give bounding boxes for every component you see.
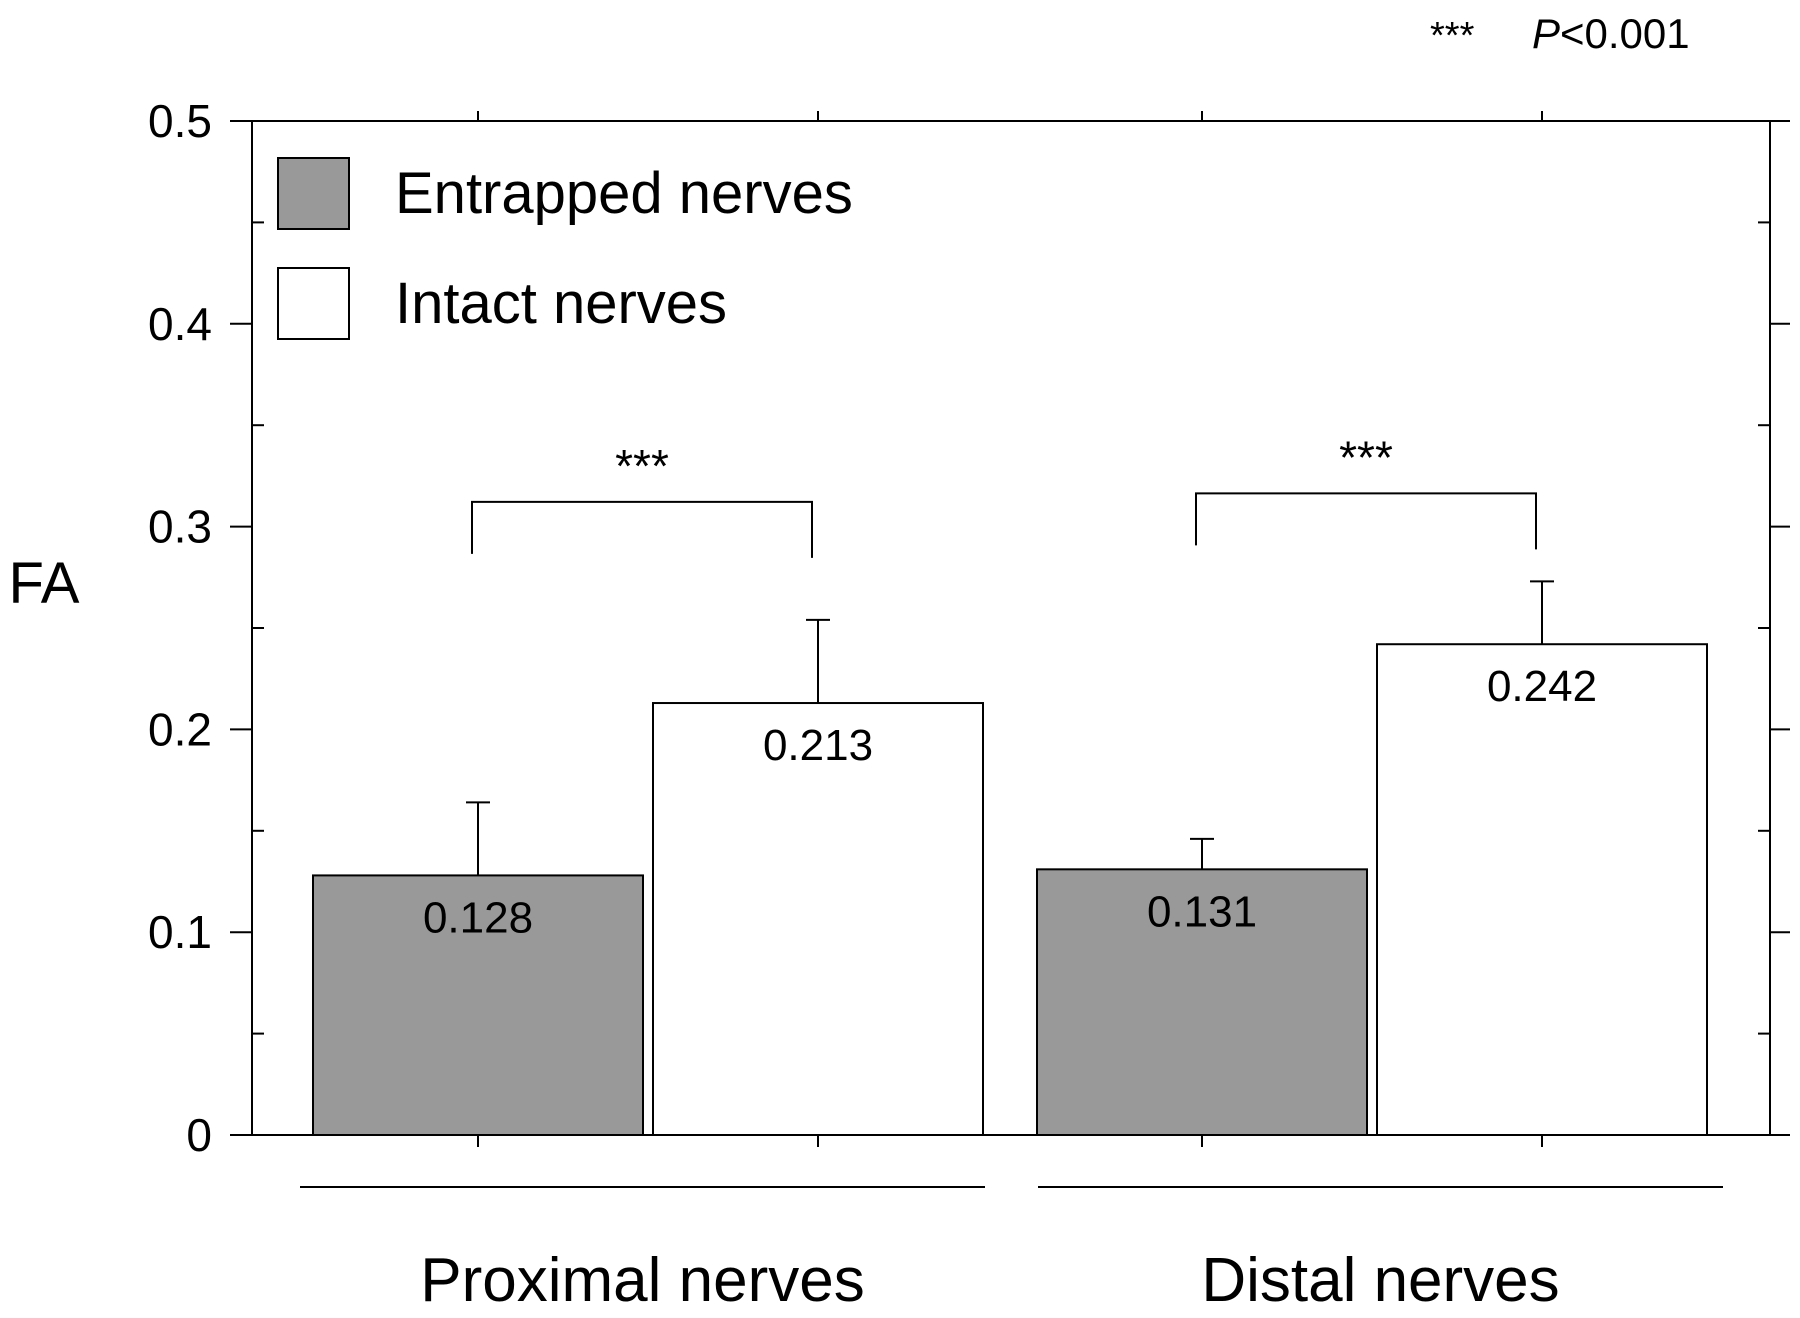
x-category-label: Distal nerves — [1201, 1246, 1559, 1313]
bar-intact-nerves-proximal-nerves — [652, 702, 984, 1136]
y-tick-label: 0.1 — [148, 906, 212, 958]
p-value-stars: *** — [1430, 15, 1475, 57]
legend-swatch-intact-nerves — [277, 267, 350, 340]
legend-swatch-entrapped-nerves — [277, 157, 350, 230]
data-label: 0.131 — [1147, 887, 1257, 936]
data-label: 0.128 — [423, 893, 533, 942]
x-category-label: Proximal nerves — [420, 1246, 864, 1313]
y-tick-label: 0.5 — [148, 95, 212, 147]
bar-intact-nerves-distal-nerves — [1376, 643, 1708, 1136]
bar-entrapped-nerves-distal-nerves — [1036, 868, 1368, 1136]
y-tick-label: 0 — [186, 1109, 212, 1161]
y-tick-label: 0.4 — [148, 298, 212, 350]
significance-marker: *** — [615, 440, 669, 492]
plot-area: 0 0.1 0.2 0.3 0.4 0.5 0.128 0.213 *** Proximal ne… — [148, 95, 1790, 1315]
legend-label: Intact nerves — [395, 271, 727, 336]
significance-marker: *** — [1339, 431, 1393, 483]
y-tick-label: 0.3 — [148, 501, 212, 553]
p-value-label: P — [1532, 10, 1560, 57]
legend-label: Entrapped nerves — [395, 161, 853, 226]
y-axis-title: FA — [9, 551, 80, 616]
y-tick-label: 0.2 — [148, 703, 212, 755]
data-label: 0.242 — [1487, 662, 1597, 711]
p-value-threshold: <0.001 — [1560, 10, 1690, 57]
bar-entrapped-nerves-proximal-nerves — [312, 874, 644, 1137]
data-label: 0.213 — [763, 721, 873, 770]
significance-bracket — [1195, 492, 1537, 550]
legend: Entrapped nerves Intact nerves — [277, 157, 853, 340]
significance-bracket — [471, 500, 813, 558]
